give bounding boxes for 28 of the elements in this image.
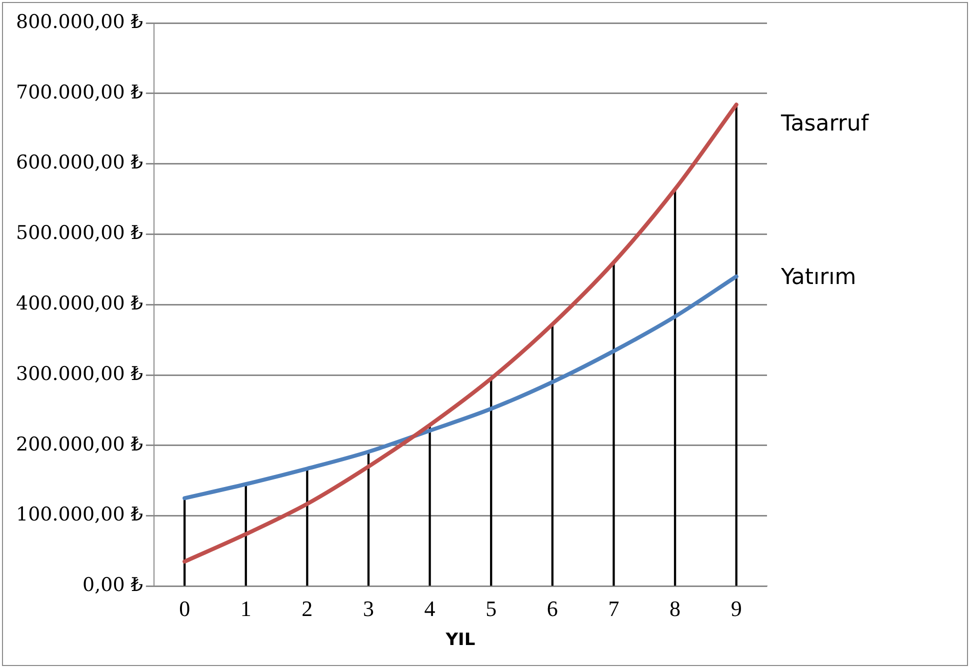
x-tick-label: 8 [670, 596, 681, 622]
y-tick-label: 500.000,00 ₺ [16, 222, 143, 244]
y-tick-label: 200.000,00 ₺ [16, 433, 143, 456]
x-tick-label: 9 [730, 596, 742, 622]
bar [428, 424, 431, 586]
y-tick-label: 300.000,00 ₺ [16, 362, 143, 385]
x-tick-label: 6 [546, 596, 558, 622]
bar [612, 262, 615, 586]
line-series [182, 274, 738, 500]
y-tick-label: 100.000,00 ₺ [16, 504, 143, 526]
x-tick-label: 3 [362, 596, 374, 622]
text: Tasarruf [780, 111, 870, 136]
x-tick-label: 5 [486, 596, 497, 622]
bar [674, 188, 676, 586]
x-axis-title: YIL [444, 630, 476, 650]
x-tick-label: 1 [240, 596, 252, 622]
line-series [182, 102, 738, 564]
text: Yatırım [780, 265, 856, 290]
bar [306, 468, 308, 586]
x-tick-label: 4 [424, 596, 436, 622]
x-tick-label: 2 [302, 596, 313, 622]
y-tick-label: 600.000,00 ₺ [16, 152, 143, 174]
x-tick-label: 7 [608, 596, 620, 622]
y-tick-label: 0,00 ₺ [82, 574, 143, 596]
x-tick-label: 0 [179, 596, 190, 622]
y-tick-label: 400.000,00 ₺ [16, 292, 143, 315]
y-tick-label: 800.000,00 ₺ [16, 10, 143, 33]
y-tick-label: 700.000,00 ₺ [16, 81, 143, 104]
